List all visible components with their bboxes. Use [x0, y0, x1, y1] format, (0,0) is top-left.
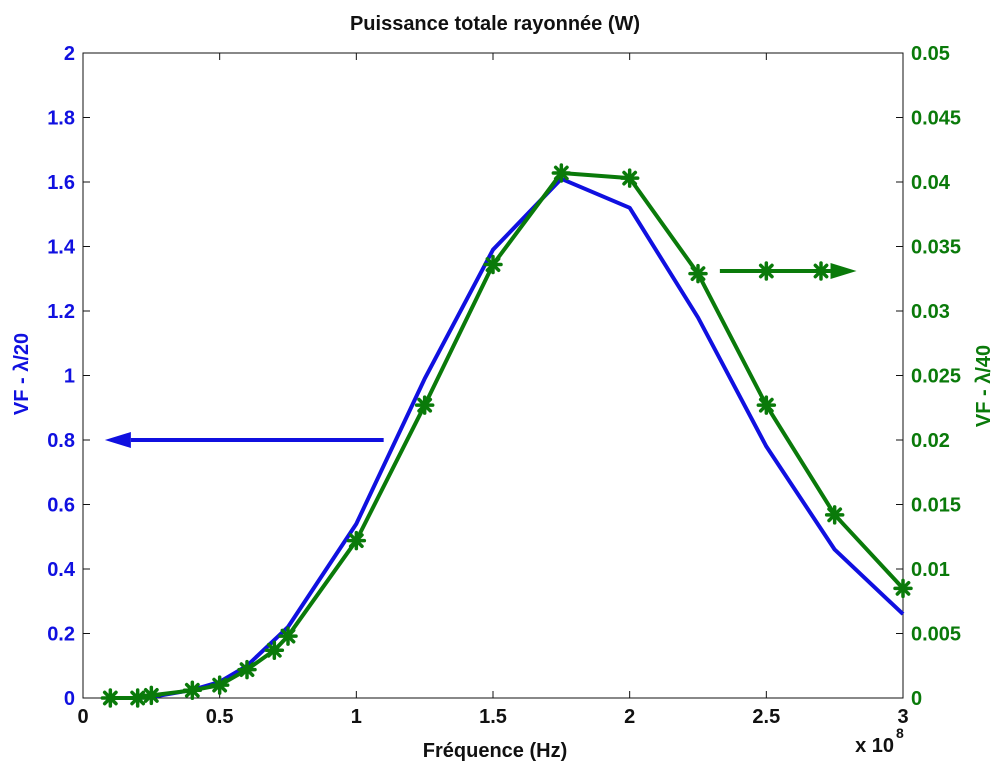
asterisk-marker: [756, 395, 777, 415]
asterisk-marker: [551, 163, 572, 183]
asterisk-marker: [237, 659, 257, 680]
asterisk-marker: [414, 395, 435, 415]
x-tick-label: 2.5: [752, 706, 780, 728]
asterisk-stroke: [758, 263, 774, 279]
asterisk-marker: [893, 578, 913, 599]
asterisk-marker: [824, 505, 845, 525]
asterisk-stroke: [895, 580, 911, 596]
asterisk-marker: [346, 530, 367, 551]
asterisk-stroke: [417, 397, 433, 413]
right-tick-label: 0.03: [911, 301, 950, 323]
asterisk-stroke: [143, 688, 159, 703]
asterisk-marker: [688, 263, 708, 284]
asterisk-marker: [264, 640, 285, 661]
asterisk-stroke: [266, 642, 282, 658]
asterisk-stroke: [348, 533, 364, 549]
left-tick-label: 1.2: [47, 301, 75, 323]
left-tick-label: 0.8: [47, 430, 75, 452]
left-tick-label: 1.6: [47, 172, 75, 194]
chart-title: Puissance totale rayonnée (W): [350, 13, 640, 35]
left-tick-label: 0.4: [47, 559, 76, 581]
x-tick-label: 0.5: [206, 706, 234, 728]
asterisk-marker: [756, 261, 777, 281]
annotation-arrow-right: [719, 261, 857, 281]
x-tick-label: 1.5: [479, 706, 507, 728]
left-tick-label: 0.6: [47, 495, 75, 517]
asterisk-marker: [141, 685, 162, 706]
arrow-head: [104, 432, 131, 448]
asterisk-marker: [278, 626, 298, 646]
right-tick-label: 0.05: [911, 43, 950, 65]
right-tick-label: 0.04: [911, 172, 951, 194]
x-axis-label: Fréquence (Hz): [423, 740, 567, 762]
asterisk-stroke: [130, 690, 146, 706]
asterisk-stroke: [553, 165, 569, 181]
asterisk-stroke: [239, 662, 255, 678]
right-y-axis-label: VF - λ/40: [973, 345, 993, 427]
left-y-axis-label: VF - λ/20: [11, 333, 33, 415]
left-y-axis: 0 0.2 0.4 0.6 0.8 1 1.2 1.4 1.6 1.8 2: [47, 43, 90, 710]
asterisk-marker: [619, 168, 640, 188]
asterisk-marker: [811, 261, 831, 281]
right-tick-label: 0.035: [911, 237, 961, 259]
right-tick-label: 0: [911, 688, 922, 710]
right-y-axis: 0 0.005 0.01 0.015 0.02 0.025 0.03 0.035 0.04 0.0…: [896, 43, 961, 710]
plot-frame: [82, 52, 904, 699]
left-tick-label: 1.4: [47, 237, 76, 259]
annotation-layer: [104, 261, 857, 448]
right-tick-label: 0.005: [911, 624, 961, 646]
asterisk-stroke: [485, 257, 501, 272]
asterisk-stroke: [690, 266, 706, 281]
asterisk-stroke: [758, 397, 774, 413]
asterisk-stroke: [827, 507, 843, 523]
series-line-right: [110, 171, 905, 700]
right-tick-label: 0.015: [911, 495, 961, 517]
x-axis-exponent-power: 8: [896, 725, 904, 741]
annotation-arrow-left: [104, 432, 384, 448]
asterisk-stroke: [622, 170, 638, 186]
arrow-head: [830, 263, 857, 280]
asterisk-marker: [127, 688, 148, 708]
left-tick-label: 0.2: [47, 624, 75, 646]
asterisk-stroke: [102, 690, 118, 706]
asterisk-stroke: [212, 677, 228, 693]
x-tick-label: 1: [351, 706, 362, 728]
left-tick-label: 1.8: [47, 108, 75, 130]
left-tick-label: 2: [64, 43, 75, 65]
asterisk-stroke: [184, 682, 200, 698]
x-axis: 0 0.5 1 1.5 2 2.5 3: [77, 53, 909, 728]
asterisk-stroke: [813, 263, 829, 279]
asterisk-marker: [100, 688, 121, 708]
series-layer: [100, 163, 913, 708]
left-tick-label: 0: [64, 688, 75, 710]
asterisk-marker: [209, 675, 230, 695]
right-tick-label: 0.025: [911, 366, 961, 388]
left-tick-label: 1: [64, 366, 75, 388]
x-tick-label: 3: [897, 706, 908, 728]
x-axis-exponent-base: x 10: [855, 735, 894, 757]
asterisk-stroke: [280, 628, 296, 644]
asterisk-marker: [182, 680, 203, 701]
x-tick-label: 0: [77, 706, 88, 728]
right-tick-label: 0.045: [911, 108, 961, 130]
x-tick-label: 2: [624, 706, 635, 728]
plot-border: [82, 52, 904, 699]
right-tick-label: 0.01: [911, 559, 950, 581]
right-tick-label: 0.02: [911, 430, 950, 452]
asterisk-marker: [483, 254, 503, 275]
